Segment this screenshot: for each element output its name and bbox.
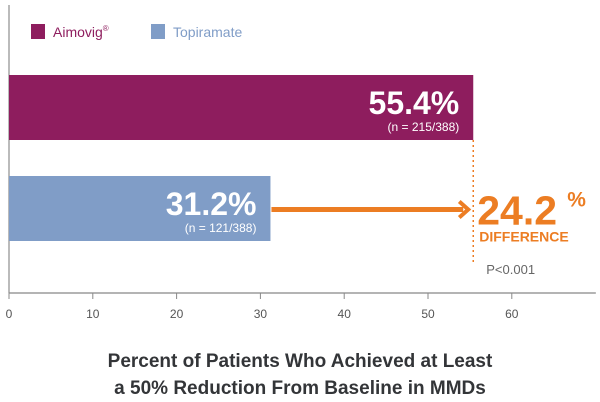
- title-line-1: Percent of Patients Who Achieved at Leas…: [107, 351, 493, 372]
- bar-topiramate: [9, 176, 271, 241]
- x-tick-label: 30: [254, 307, 268, 321]
- p-value: P<0.001: [486, 262, 535, 277]
- legend-swatch: [151, 24, 165, 39]
- title-line-2: a 50% Reduction From Baseline in MMDs: [114, 378, 486, 399]
- chart-title: Percent of Patients Who Achieved at Leas…: [0, 348, 600, 402]
- difference-arrow-head: [457, 200, 472, 219]
- bar-aimovig: [9, 75, 474, 140]
- x-tick-label: 50: [421, 307, 435, 321]
- bar-n-label: (n = 215/388): [388, 120, 460, 134]
- x-tick-label: 60: [505, 307, 519, 321]
- difference-value: 24.2: [477, 188, 557, 234]
- legend-swatch: [31, 24, 45, 39]
- x-tick-label: 20: [170, 307, 184, 321]
- difference-unit: %: [567, 189, 586, 212]
- x-tick-label: 0: [6, 307, 13, 321]
- difference-label: DIFFERENCE: [479, 229, 568, 245]
- bar-value-label: 31.2%: [166, 186, 257, 222]
- bar-n-label: (n = 121/388): [185, 221, 257, 235]
- x-tick-label: 40: [338, 307, 352, 321]
- bar-value-label: 55.4%: [369, 85, 460, 121]
- x-tick-label: 10: [86, 307, 100, 321]
- legend-label: Topiramate: [173, 24, 242, 40]
- legend-label: Aimovig®: [53, 24, 109, 40]
